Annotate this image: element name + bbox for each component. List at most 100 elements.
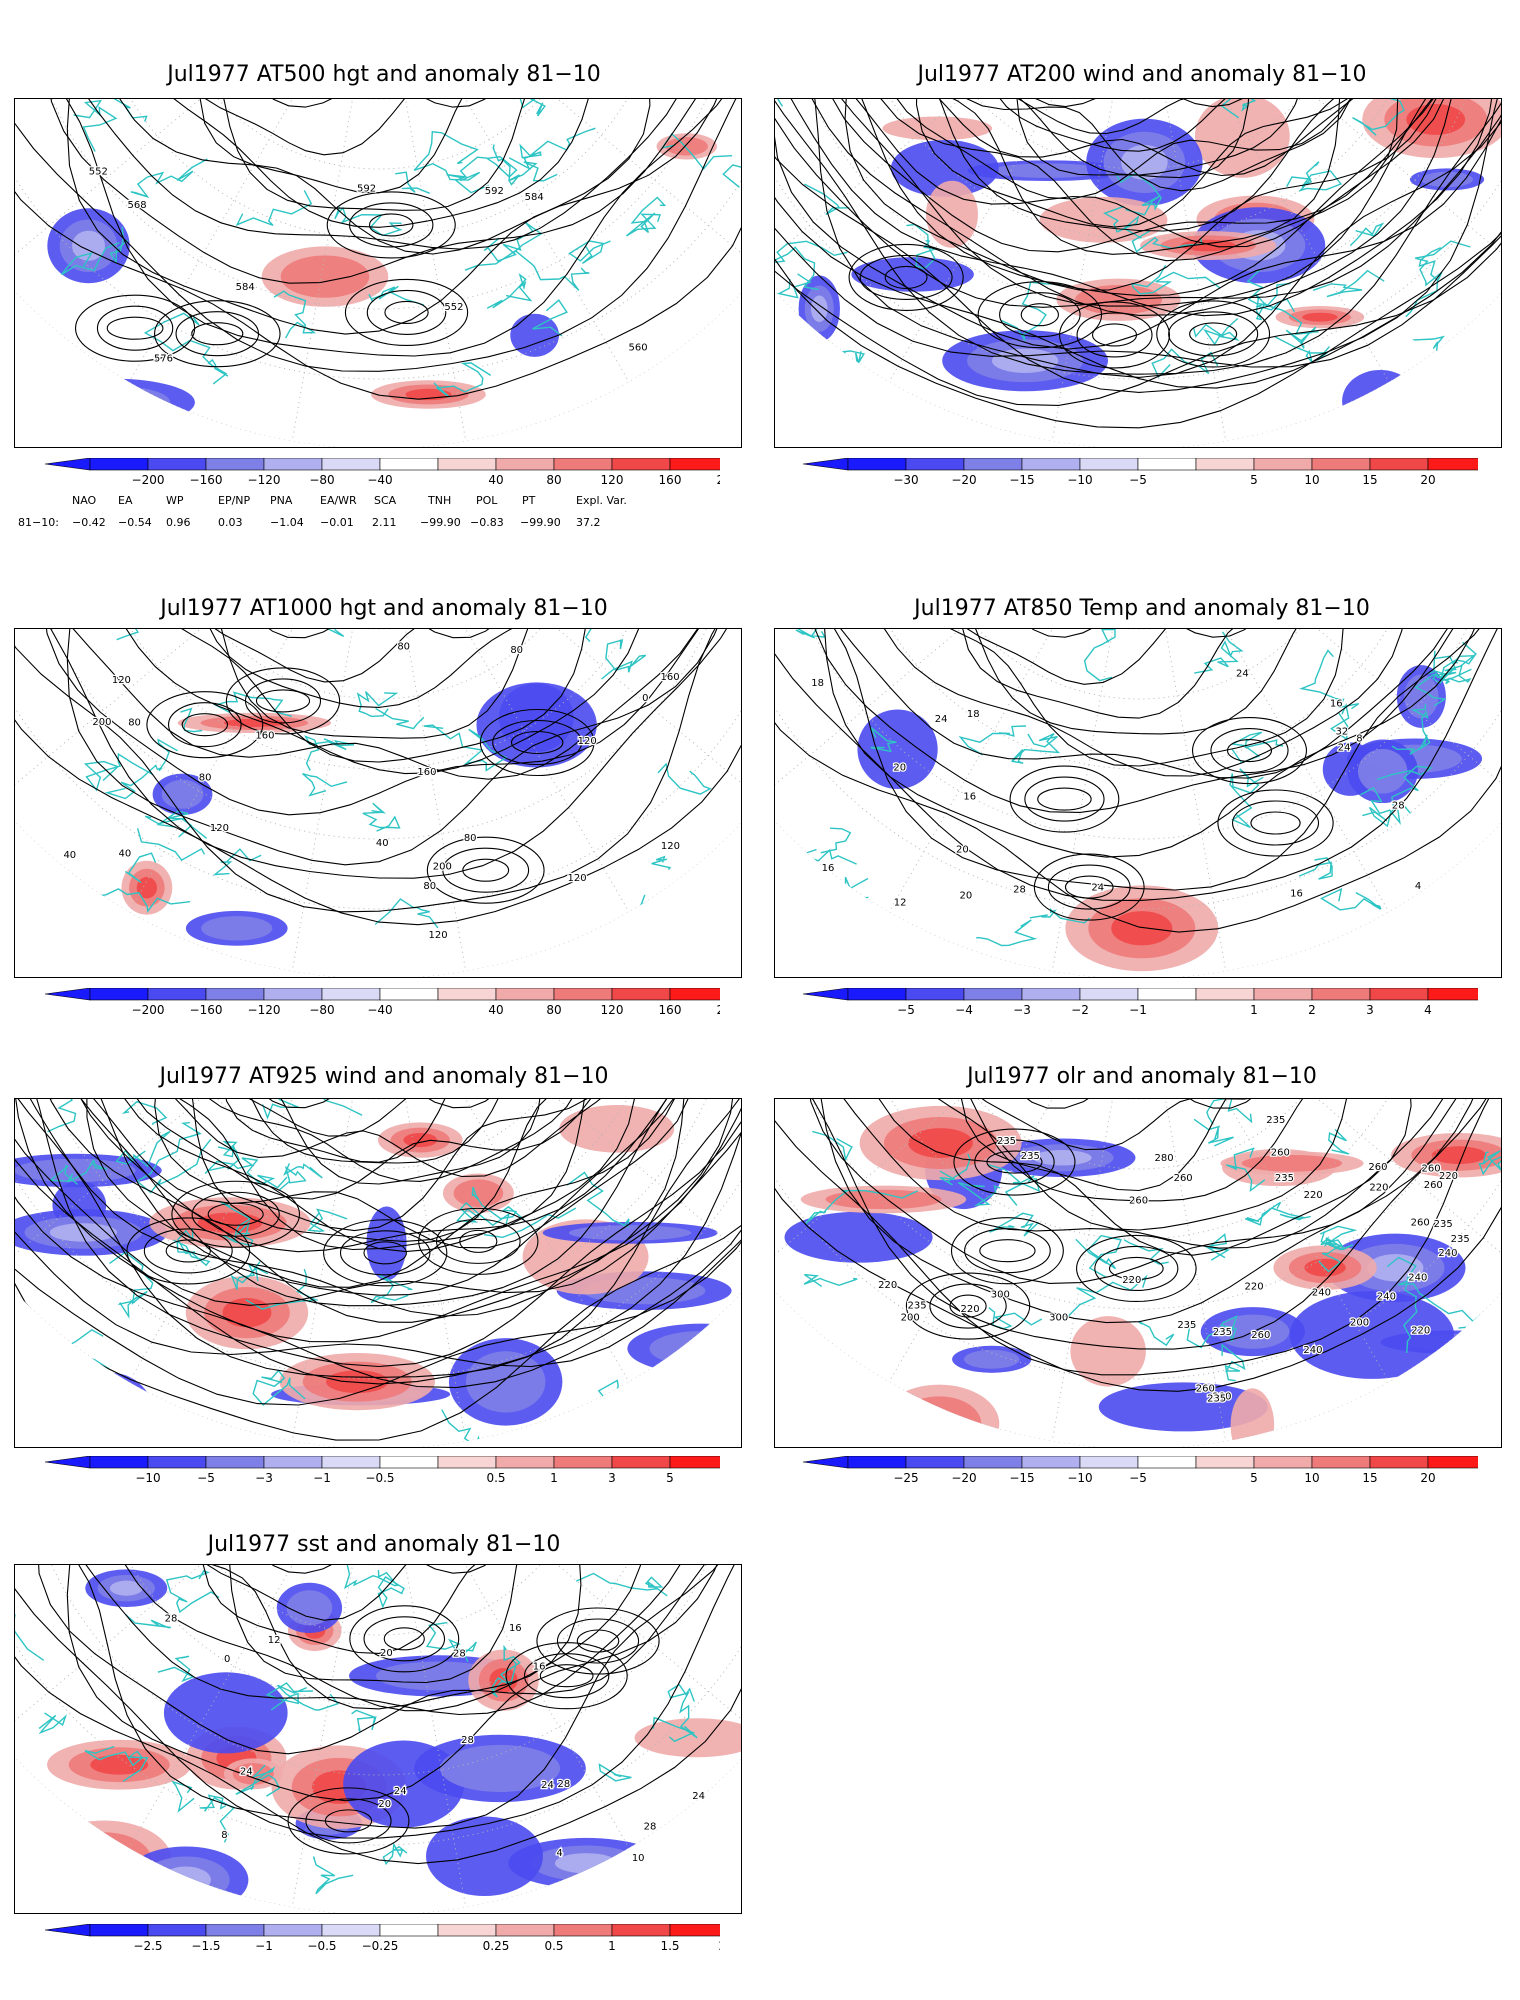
anomaly-shading <box>1421 171 1474 188</box>
colorbar-tick-label: −25 <box>893 1471 918 1484</box>
contour-label: 40 <box>118 849 131 860</box>
index-header: SCA <box>374 494 397 507</box>
contour-label: 28 <box>165 1613 178 1624</box>
contour-label: 28 <box>1013 884 1026 895</box>
contour-label: 4 <box>556 1848 562 1859</box>
contour-label: 260 <box>1271 1147 1290 1158</box>
contour-label: 12 <box>268 1635 281 1646</box>
anomaly-shading <box>163 1672 288 1754</box>
colorbar-tick-label: −1 <box>1129 1003 1147 1016</box>
colorbar-tick-label: −120 <box>248 473 281 486</box>
colorbar-tick-label: −1 <box>255 1939 273 1952</box>
anomaly-shading <box>665 137 708 156</box>
colorbar-swatch <box>963 1456 1023 1469</box>
contour-label: 584 <box>236 282 255 293</box>
coastlines <box>775 99 1501 412</box>
colorbar-tick-label: −0.5 <box>307 1939 336 1952</box>
contour-label: 200 <box>901 1312 920 1323</box>
contour-label: 80 <box>199 772 212 783</box>
colorbar-swatch <box>437 458 497 471</box>
contour-label: 24 <box>394 1786 407 1797</box>
contour-label: 240 <box>1438 1248 1457 1259</box>
contour-label: 18 <box>811 678 824 689</box>
colorbar-swatch <box>263 1924 323 1937</box>
colorbar-tick-label: 20 <box>1420 473 1435 486</box>
colorbar-swatch <box>1079 1456 1139 1469</box>
colorbar-swatch <box>1427 988 1478 1001</box>
colorbar-swatch <box>1427 458 1478 471</box>
contour-label: 235 <box>1275 1173 1294 1184</box>
colorbar-tick-label: 160 <box>659 1003 682 1016</box>
contour-label: 28 <box>461 1735 474 1746</box>
contour-label: 240 <box>1377 1291 1396 1302</box>
colorbar: −200 −160 −120 −80 −40 40 80 120 160 200 <box>40 458 720 486</box>
map-title: Jul1977 AT200 wind and anomaly 81−10 <box>917 62 1367 87</box>
contour-label: 200 <box>433 861 452 872</box>
contour-label: 260 <box>1251 1330 1270 1341</box>
colorbar-arrow-left <box>44 1924 91 1937</box>
anomaly-shading <box>1406 104 1466 135</box>
index-row-label: 81−10: <box>18 516 59 529</box>
contour-label: 552 <box>444 302 463 313</box>
contour-label: 235 <box>1266 1115 1285 1126</box>
colorbar-tick-label: 2 <box>1308 1003 1316 1016</box>
index-value: −0.42 <box>72 516 106 529</box>
colorbar-swatch <box>321 1456 381 1469</box>
contour-label: 592 <box>357 184 376 195</box>
colorbar-arrow-left <box>44 458 91 471</box>
colorbar-swatch <box>205 988 265 1001</box>
colorbar-tick-label: 20 <box>1420 1471 1435 1484</box>
anomaly-shading <box>286 1590 333 1626</box>
map-panel-wind <box>774 98 1502 448</box>
colorbar-swatch <box>905 1456 965 1469</box>
contour-label: 24 <box>1338 743 1351 754</box>
colorbar-swatch <box>1253 458 1313 471</box>
colorbar-swatch <box>1137 458 1197 471</box>
colorbar-tick-label: 120 <box>601 1003 624 1016</box>
anomaly-shading <box>326 1370 389 1394</box>
map-title: Jul1977 olr and anomaly 81−10 <box>967 1064 1317 1089</box>
colorbar-tick-label: −10 <box>1067 473 1092 486</box>
colorbar-tick-label: 5 <box>1250 1471 1258 1484</box>
contour-label: 8 <box>221 1830 227 1841</box>
contour-label: 260 <box>1424 1180 1443 1191</box>
colorbar-swatch <box>553 458 613 471</box>
contour-label: 20 <box>893 763 906 774</box>
anomaly-shading <box>426 1816 543 1896</box>
anomaly-shading <box>879 1384 1000 1447</box>
colorbar-swatch <box>321 988 381 1001</box>
colorbar-tick-label: −3 <box>255 1471 273 1484</box>
index-value: −0.54 <box>118 516 152 529</box>
colorbar-arrow-left <box>802 1456 849 1469</box>
contour-label: 120 <box>661 841 680 852</box>
anomaly-shading <box>784 1211 933 1263</box>
colorbar: −10−5−3−1−0.50.513510 <box>40 1456 720 1484</box>
colorbar-swatch <box>1021 988 1081 1001</box>
anomaly-shading <box>554 1853 618 1874</box>
colorbar-swatch <box>205 1924 265 1937</box>
anomaly-shading <box>825 1189 942 1210</box>
anomaly-shading <box>465 1351 546 1413</box>
map-title: Jul1977 AT1000 hgt and anomaly 81−10 <box>160 596 608 621</box>
colorbar-swatch <box>669 1456 720 1469</box>
contour-label: 220 <box>961 1304 980 1315</box>
contour-label: 40 <box>376 838 389 849</box>
contour-label: 235 <box>1213 1327 1232 1338</box>
contour-label: 120 <box>429 930 448 941</box>
anomaly-shading <box>232 1763 274 1785</box>
anomaly-shading <box>1431 1146 1487 1165</box>
colorbar-tick-label: −5 <box>897 1003 915 1016</box>
coastlines <box>43 1099 639 1447</box>
anomaly-shading <box>1039 196 1168 243</box>
colorbar-tick-label: 5 <box>666 1471 674 1484</box>
colorbar-swatch <box>905 458 965 471</box>
anomaly-shading <box>1180 239 1236 252</box>
anomaly-shading <box>890 139 999 197</box>
anomaly-shading <box>15 1382 149 1420</box>
contour-label: 592 <box>485 186 504 197</box>
contour-label: 16 <box>963 791 976 802</box>
contour-label: 40 <box>63 850 76 861</box>
index-header: Expl. Var. <box>576 494 627 507</box>
anomaly-shading <box>136 876 158 899</box>
contour-label: 4 <box>1415 881 1421 892</box>
